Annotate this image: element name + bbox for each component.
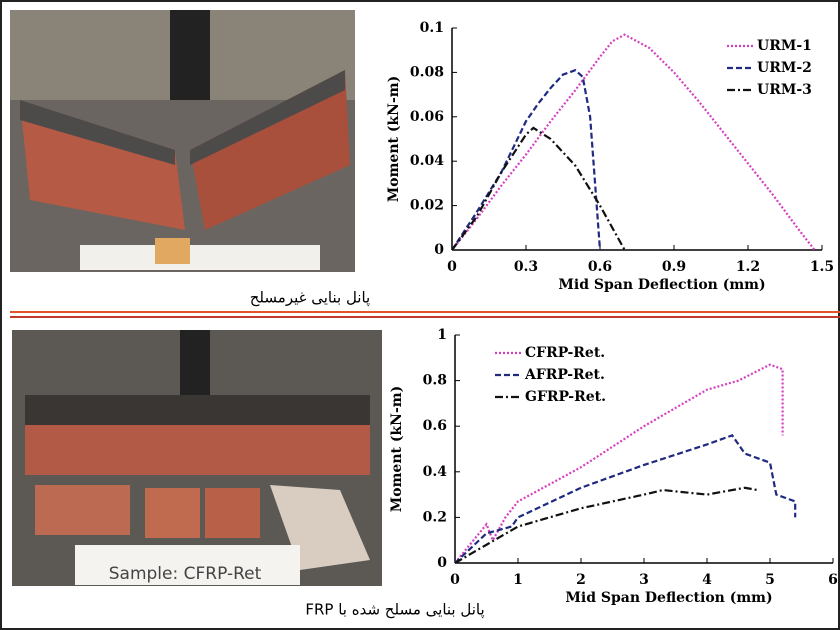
x-axis-label: Mid Span Deflection (mm) — [565, 590, 772, 606]
legend-label: URM-1 — [757, 38, 812, 54]
y-tick-label: 1 — [437, 327, 447, 343]
series-line — [454, 363, 784, 564]
y-tick-label: 0.4 — [423, 464, 448, 480]
photo-top — [10, 10, 355, 272]
y-tick-label: 0.1 — [420, 20, 444, 36]
series-line — [451, 33, 816, 251]
x-tick-label: 0.9 — [662, 259, 686, 275]
legend-label: GFRP-Ret. — [525, 389, 606, 405]
x-tick-label: 1.5 — [810, 259, 834, 275]
series-line — [454, 433, 797, 564]
caption: پانل بنایی غیرمسلح — [250, 289, 370, 308]
y-tick-label: 0 — [437, 555, 447, 571]
photo-label: Sample: CFRP-Ret — [109, 564, 262, 584]
x-tick-label: 3 — [639, 572, 649, 588]
x-tick-label: 6 — [828, 572, 838, 588]
series-line — [451, 126, 626, 251]
legend-label: URM-3 — [757, 82, 812, 98]
x-tick-label: 0.3 — [514, 259, 538, 275]
x-tick-label: 1 — [513, 572, 523, 588]
series-line — [454, 486, 758, 564]
x-tick-label: 0.6 — [588, 259, 612, 275]
y-axis-label: Moment (kN-m) — [389, 386, 405, 512]
x-axis-label: Mid Span Deflection (mm) — [558, 277, 765, 293]
y-tick-label: 0.8 — [423, 373, 447, 389]
y-tick-label: 0 — [434, 242, 444, 258]
legend-label: AFRP-Ret. — [524, 367, 605, 383]
y-tick-label: 0.02 — [410, 198, 444, 214]
x-tick-label: 1.2 — [736, 259, 760, 275]
y-tick-label: 0.2 — [423, 509, 447, 525]
y-tick-label: 0.06 — [410, 109, 444, 125]
x-tick-label: 0 — [450, 572, 460, 588]
x-tick-label: 2 — [576, 572, 586, 588]
y-tick-label: 0.08 — [410, 64, 444, 80]
x-tick-label: 4 — [702, 572, 712, 588]
legend-label: URM-2 — [757, 60, 812, 76]
x-tick-label: 0 — [447, 259, 457, 275]
photo-bottom — [12, 330, 382, 586]
y-tick-label: 0.6 — [423, 418, 447, 434]
legend-label: CFRP-Ret. — [525, 345, 605, 361]
y-axis-label: Moment (kN-m) — [386, 76, 402, 202]
x-tick-label: 5 — [765, 572, 775, 588]
y-tick-label: 0.04 — [410, 153, 444, 169]
caption: پانل بنایی مسلح شده با FRP — [305, 601, 484, 620]
